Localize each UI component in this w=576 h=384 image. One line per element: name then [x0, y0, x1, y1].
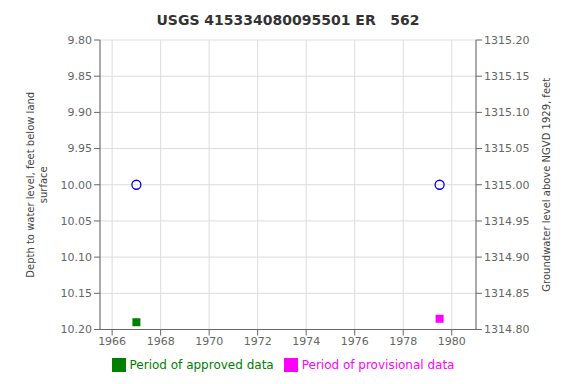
svg-text:10.20: 10.20	[61, 323, 93, 336]
html-text:USGS 415334080095501 ER 562: USGS 415334080095501 ER 562	[156, 12, 420, 28]
svg-text:10.00: 10.00	[61, 179, 93, 192]
svg-text:9.85: 9.85	[68, 70, 93, 83]
svg-text:1315.10: 1315.10	[484, 106, 530, 119]
svg-text:10.15: 10.15	[61, 287, 93, 300]
svg-text:10.10: 10.10	[61, 251, 93, 264]
svg-text:9.80: 9.80	[68, 34, 93, 47]
svg-text:9.95: 9.95	[68, 142, 93, 155]
svg-text:1970: 1970	[195, 335, 223, 348]
svg-text:1314.90: 1314.90	[484, 251, 530, 264]
svg-text:1972: 1972	[244, 335, 272, 348]
svg-text:Groundwater level above NGVD 1: Groundwater level above NGVD 1929, feet	[541, 78, 552, 292]
svg-text:1315.00: 1315.00	[484, 179, 530, 192]
html-text:Period of provisional data: Period of provisional data	[301, 357, 455, 372]
svg-text:1974: 1974	[292, 335, 320, 348]
svg-text:1978: 1978	[389, 335, 417, 348]
svg-text:1314.85: 1314.85	[484, 287, 530, 300]
svg-text:Depth to water level, feet bel: Depth to water level, feet below landsur…	[25, 92, 49, 278]
svg-text:1968: 1968	[147, 335, 175, 348]
svg-text:1976: 1976	[341, 335, 369, 348]
svg-text:1966: 1966	[98, 335, 126, 348]
html-text:Period of approved data: Period of approved data	[129, 357, 274, 372]
svg-text:1980: 1980	[438, 335, 466, 348]
svg-text:1315.15: 1315.15	[484, 70, 530, 83]
svg-text:10.05: 10.05	[61, 215, 93, 228]
svg-text:1314.95: 1314.95	[484, 215, 530, 228]
svg-text:1315.20: 1315.20	[484, 34, 530, 47]
svg-text:1315.05: 1315.05	[484, 142, 530, 155]
svg-text:9.90: 9.90	[68, 106, 93, 119]
svg-text:1314.80: 1314.80	[484, 323, 530, 336]
